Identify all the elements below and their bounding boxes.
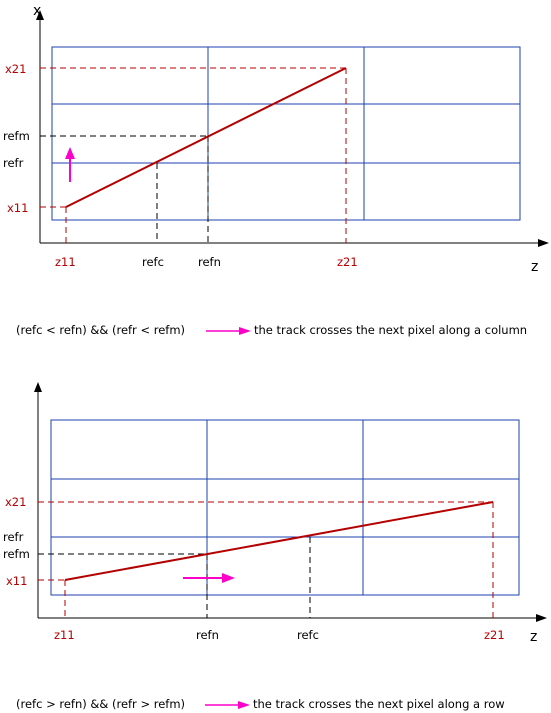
label-refn-2: refn bbox=[196, 628, 219, 642]
label-x21-2: x21 bbox=[5, 495, 26, 509]
diagram-2: z x21 refr refm x11 z11 refn refc z21 (r… bbox=[3, 382, 547, 711]
x-axis-label: x bbox=[33, 3, 41, 19]
label-refm-2: refm bbox=[3, 547, 30, 561]
result-text: the track crosses the next pixel along a… bbox=[254, 323, 527, 337]
pixel-grid-2 bbox=[50, 419, 520, 596]
label-refn: refn bbox=[198, 255, 221, 269]
label-refc: refc bbox=[142, 255, 164, 269]
guide-lines-2 bbox=[38, 501, 494, 618]
guide-lines bbox=[40, 67, 347, 243]
diagram-1: x z x21 refm refr x11 z11 refc refn z21 … bbox=[3, 3, 549, 337]
z-axis-label-2: z bbox=[530, 629, 537, 645]
direction-arrow-up bbox=[65, 147, 75, 182]
label-refm: refm bbox=[3, 129, 30, 143]
z-axis-arrowhead-2 bbox=[536, 614, 547, 622]
label-z21: z21 bbox=[337, 255, 358, 269]
label-refr: refr bbox=[3, 156, 24, 170]
pixel-grid bbox=[51, 46, 521, 221]
z-axis-arrowhead bbox=[538, 239, 549, 247]
x-axis-arrowhead-2 bbox=[34, 382, 42, 392]
result-arrow bbox=[206, 327, 251, 335]
z-axis-label: z bbox=[531, 259, 538, 275]
label-z11-2: z11 bbox=[54, 628, 75, 642]
label-z11: z11 bbox=[55, 255, 76, 269]
condition-text: (refc < refn) && (refr < refm) bbox=[16, 323, 185, 337]
label-refc-2: refc bbox=[297, 628, 319, 642]
direction-arrow-right bbox=[183, 573, 235, 583]
result-arrow-2 bbox=[205, 701, 250, 709]
condition-text-2: (refc > refn) && (refr > refm) bbox=[16, 697, 185, 711]
track-line bbox=[65, 67, 347, 208]
label-z21-2: z21 bbox=[484, 628, 505, 642]
label-x11-2: x11 bbox=[6, 574, 27, 588]
label-refr-2: refr bbox=[3, 530, 24, 544]
label-x11: x11 bbox=[7, 201, 28, 215]
label-x21: x21 bbox=[5, 62, 26, 76]
track-line-2 bbox=[64, 501, 494, 581]
x-axis-arrowhead bbox=[36, 10, 44, 20]
result-text-2: the track crosses the next pixel along a… bbox=[253, 697, 505, 711]
